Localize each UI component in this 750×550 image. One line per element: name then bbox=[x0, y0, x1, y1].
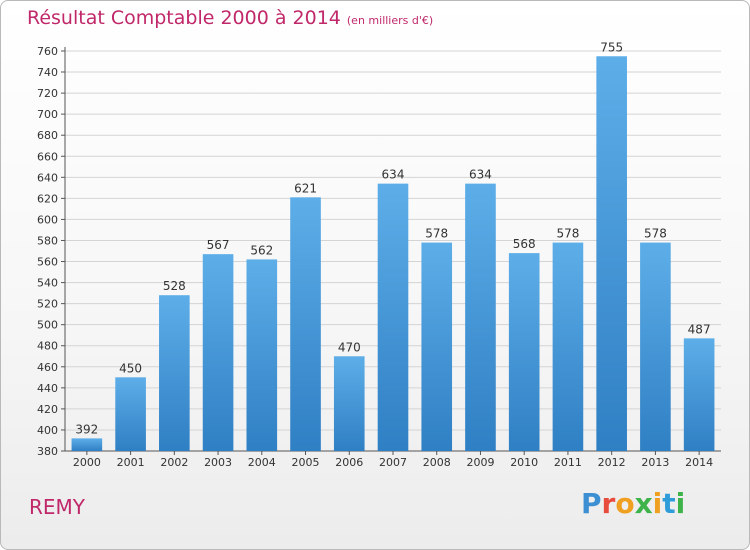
title-row: Résultat Comptable 2000 à 2014 (en millie… bbox=[27, 7, 433, 29]
bar-2004[interactable] bbox=[246, 259, 278, 451]
chart-unit: (en milliers d'€) bbox=[346, 14, 434, 27]
commune-name: REMY bbox=[29, 495, 86, 519]
y-tick-label: 660 bbox=[37, 150, 58, 163]
value-label: 634 bbox=[382, 168, 405, 182]
y-tick-label: 440 bbox=[37, 382, 58, 395]
logo-letter: o bbox=[615, 487, 635, 520]
bar-2009[interactable] bbox=[465, 183, 496, 451]
x-tick-label: 2004 bbox=[248, 456, 276, 469]
bar-2000[interactable] bbox=[71, 438, 103, 451]
y-tick-label: 400 bbox=[37, 424, 58, 437]
bar-2014[interactable] bbox=[683, 338, 715, 451]
y-tick-label: 540 bbox=[37, 277, 58, 290]
bar-2012[interactable] bbox=[596, 56, 627, 452]
chart-title: Résultat Comptable 2000 à 2014 bbox=[27, 7, 341, 29]
bar-2007[interactable] bbox=[377, 183, 409, 451]
axis-layer: 380 400 420 440 460 480 500 520 540 560 580 600 620 6… bbox=[37, 45, 721, 458]
value-label: 528 bbox=[163, 279, 186, 293]
y-tick-label: 680 bbox=[37, 129, 58, 142]
y-tick-label: 700 bbox=[37, 108, 58, 121]
logo-letter: i bbox=[652, 487, 663, 520]
y-tick-label: 480 bbox=[37, 340, 58, 353]
value-label: 470 bbox=[338, 340, 361, 354]
x-tick-label: 2005 bbox=[292, 456, 320, 469]
value-label: 634 bbox=[469, 168, 492, 182]
logo-letter: P bbox=[581, 487, 602, 520]
y-tick-label: 600 bbox=[37, 213, 58, 226]
value-label: 487 bbox=[688, 322, 711, 336]
value-label: 562 bbox=[250, 243, 273, 257]
x-tick-label: 2012 bbox=[598, 456, 626, 469]
x-tick-label: 2009 bbox=[466, 456, 494, 469]
y-tick-label: 500 bbox=[37, 319, 58, 332]
bar-layer bbox=[71, 56, 715, 452]
x-tick-label: 2003 bbox=[204, 456, 232, 469]
x-tick-label: 2008 bbox=[423, 456, 451, 469]
value-label: 450 bbox=[119, 361, 142, 375]
value-label: 578 bbox=[644, 227, 667, 241]
value-label: 392 bbox=[75, 422, 98, 436]
x-tick-label: 2002 bbox=[160, 456, 188, 469]
y-tick-label: 560 bbox=[37, 256, 58, 269]
logo-letter: t bbox=[662, 487, 676, 520]
value-label: 621 bbox=[294, 181, 317, 195]
x-tick-label: 2000 bbox=[73, 456, 101, 469]
logo-letter: i bbox=[675, 487, 686, 520]
y-tick-label: 580 bbox=[37, 234, 58, 247]
y-tick-label: 760 bbox=[37, 45, 58, 58]
y-tick-label: 640 bbox=[37, 171, 58, 184]
bar-2011[interactable] bbox=[552, 242, 584, 451]
bar-2013[interactable] bbox=[640, 242, 671, 451]
logo-letter: x bbox=[634, 487, 653, 520]
x-tick-label: 2010 bbox=[510, 456, 538, 469]
y-tick-label: 420 bbox=[37, 403, 58, 416]
x-tick-label: 2014 bbox=[685, 456, 713, 469]
y-tick-label: 720 bbox=[37, 87, 58, 100]
y-tick-label: 740 bbox=[37, 66, 58, 79]
x-tick-label: 2007 bbox=[379, 456, 407, 469]
y-tick-label: 460 bbox=[37, 361, 58, 374]
bar-2002[interactable] bbox=[159, 295, 190, 451]
value-label: 568 bbox=[513, 237, 536, 251]
x-tick-label: 2013 bbox=[641, 456, 669, 469]
y-tick-label: 520 bbox=[37, 298, 58, 311]
y-tick-label: 380 bbox=[37, 445, 58, 458]
x-tick-label: 2006 bbox=[335, 456, 363, 469]
proxiti-logo[interactable]: Proxiti bbox=[581, 487, 685, 520]
bar-2003[interactable] bbox=[202, 254, 234, 451]
value-label: 755 bbox=[600, 40, 623, 54]
bar-2008[interactable] bbox=[421, 242, 453, 451]
logo-letter: r bbox=[601, 487, 616, 520]
bar-2006[interactable] bbox=[333, 356, 365, 451]
value-label: 578 bbox=[425, 227, 448, 241]
x-tick-label: 2011 bbox=[554, 456, 582, 469]
bar-2005[interactable] bbox=[290, 197, 321, 451]
bar-2010[interactable] bbox=[508, 253, 540, 451]
label-layer: 392 2000 450 2001 528 2002 567 2003 562 2004 621 20… bbox=[73, 40, 713, 469]
value-label: 578 bbox=[556, 227, 579, 241]
y-tick-label: 620 bbox=[37, 192, 58, 205]
x-tick-label: 2001 bbox=[117, 456, 145, 469]
value-label: 567 bbox=[207, 238, 230, 252]
bar-2001[interactable] bbox=[115, 377, 146, 451]
